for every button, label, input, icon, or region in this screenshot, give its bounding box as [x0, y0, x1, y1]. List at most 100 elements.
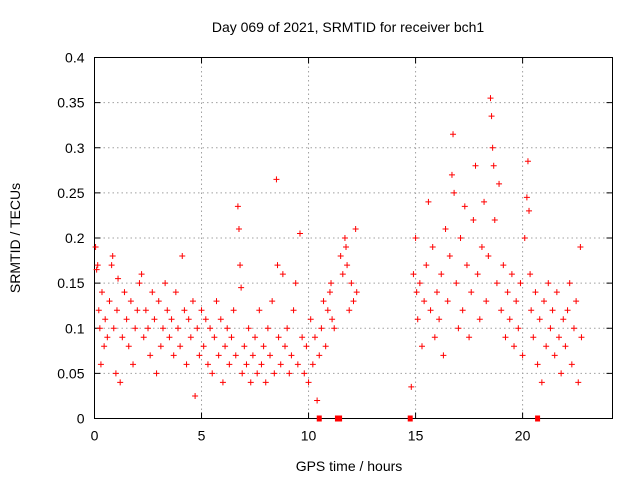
data-point	[273, 176, 280, 183]
y-tick-label: 0.1	[65, 320, 85, 336]
data-point	[155, 298, 162, 305]
data-point	[483, 298, 490, 305]
data-point	[153, 370, 160, 377]
data-point	[513, 298, 520, 305]
data-point	[256, 307, 263, 314]
data-point	[337, 253, 344, 260]
data-point	[488, 113, 495, 120]
data-point	[181, 307, 188, 314]
data-point	[185, 316, 192, 323]
data-point	[487, 95, 494, 102]
data-point	[147, 352, 154, 359]
data-point	[168, 316, 175, 323]
data-point	[425, 198, 432, 205]
data-point	[102, 316, 109, 323]
data-point	[267, 352, 274, 359]
data-point	[258, 361, 265, 368]
y-tick-label: 0.4	[65, 50, 85, 66]
data-point	[194, 325, 201, 332]
data-point	[177, 343, 184, 350]
data-point	[92, 244, 99, 251]
data-point	[524, 158, 531, 165]
data-point	[142, 307, 149, 314]
data-point	[247, 379, 254, 386]
data-point	[562, 343, 569, 350]
data-point	[474, 271, 481, 278]
gap-marker	[407, 415, 413, 422]
y-tick-label: 0	[77, 411, 85, 427]
data-point	[412, 235, 419, 241]
data-point	[166, 334, 173, 341]
data-point	[207, 325, 214, 332]
data-point	[530, 334, 537, 341]
data-point	[239, 370, 246, 377]
data-point	[455, 325, 462, 332]
data-point	[521, 235, 528, 241]
data-point	[466, 334, 473, 341]
data-point	[547, 325, 554, 332]
data-point	[296, 230, 303, 237]
data-point	[245, 325, 252, 332]
data-point	[451, 189, 458, 196]
data-point	[350, 298, 357, 305]
data-point	[226, 361, 233, 368]
data-point	[498, 307, 505, 314]
data-point	[517, 280, 524, 287]
data-point	[130, 361, 137, 368]
data-point	[324, 307, 331, 314]
data-point	[95, 307, 102, 314]
data-point	[196, 352, 203, 359]
data-point	[232, 352, 239, 359]
data-point	[459, 307, 466, 314]
data-point	[106, 298, 113, 305]
gap-marker	[337, 415, 343, 422]
data-point	[108, 262, 115, 269]
data-point	[578, 334, 585, 341]
data-point	[316, 352, 323, 359]
x-tick-label: 15	[408, 428, 424, 444]
data-point	[228, 334, 235, 341]
data-point	[113, 307, 120, 314]
data-point	[294, 361, 301, 368]
data-point	[560, 316, 567, 323]
data-point	[307, 316, 314, 323]
data-point	[414, 316, 421, 323]
data-point	[286, 370, 293, 377]
data-point	[96, 325, 103, 332]
data-point	[343, 244, 350, 251]
data-point	[534, 361, 541, 368]
data-point	[202, 316, 209, 323]
data-point	[189, 298, 196, 305]
data-point	[159, 325, 166, 332]
data-point	[94, 262, 101, 269]
data-point	[213, 298, 220, 305]
axis-ticks	[94, 57, 613, 419]
data-point	[502, 334, 509, 341]
x-tick-label: 0	[91, 428, 99, 444]
data-point	[314, 397, 321, 404]
data-point	[352, 225, 359, 232]
data-point	[470, 216, 477, 223]
data-point	[249, 352, 256, 359]
y-axis-label: SRMTID / TECUs	[7, 183, 23, 293]
data-point	[145, 325, 152, 332]
data-point	[322, 343, 329, 350]
x-tick-label: 5	[198, 428, 206, 444]
data-point	[238, 284, 245, 291]
data-point	[288, 352, 295, 359]
data-point	[279, 271, 286, 278]
data-point	[149, 289, 156, 296]
data-point	[101, 343, 108, 350]
data-point	[104, 334, 111, 341]
data-point	[309, 361, 316, 368]
data-point	[408, 383, 415, 390]
data-point	[573, 298, 580, 305]
data-point	[511, 343, 518, 350]
data-point	[299, 334, 306, 341]
data-point	[127, 298, 134, 305]
data-point	[110, 325, 117, 332]
data-point	[491, 216, 498, 223]
data-point	[125, 343, 132, 350]
data-point	[508, 271, 515, 278]
